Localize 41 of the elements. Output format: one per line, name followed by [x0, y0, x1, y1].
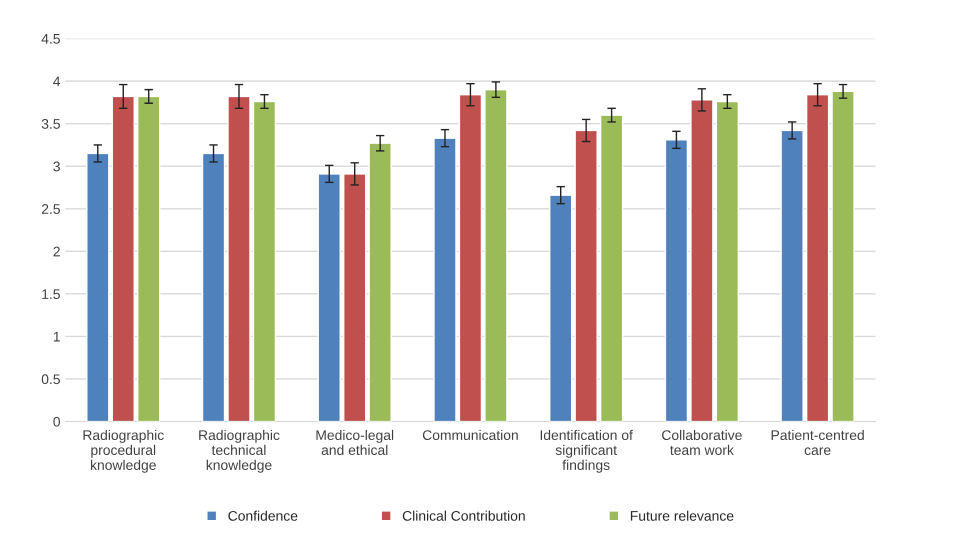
bar: [318, 173, 341, 422]
bar: [227, 96, 251, 422]
x-tick-label: Identification of significant findings: [540, 430, 633, 473]
bar: [112, 96, 135, 422]
bar: [202, 152, 226, 422]
y-tick-label: 4.5: [42, 34, 60, 44]
x-tick-label: Medico-legal and ethical: [316, 430, 394, 456]
bar: [716, 100, 740, 422]
y-tick-label: 0: [53, 416, 60, 427]
x-tick-label: Collaborative team work: [662, 430, 742, 456]
bar: [831, 90, 855, 422]
x-tick-label: Radiographic technical knowledge: [199, 430, 280, 473]
bar: [458, 94, 482, 422]
bar: [690, 99, 714, 422]
legend-label: Confidence: [228, 510, 298, 521]
x-tick-label: Patient-centred care: [772, 430, 864, 456]
y-tick-label: 1: [54, 332, 60, 342]
bar: [664, 139, 688, 422]
bar: [549, 194, 572, 422]
bar: [252, 100, 276, 422]
bar: [484, 88, 508, 422]
x-tick-label: Communication: [422, 430, 518, 440]
bar: [433, 137, 457, 422]
y-tick-label: 3.5: [42, 119, 60, 129]
bar: [780, 130, 804, 422]
x-tick-label: Radiographic procedural knowledge: [83, 430, 164, 473]
y-tick-label: 2: [54, 246, 60, 256]
y-tick-label: 3: [53, 162, 60, 172]
bar: [86, 152, 110, 422]
y-tick-label: 1.5: [42, 289, 60, 300]
bar: [343, 173, 366, 422]
bar: [137, 96, 160, 422]
y-tick-label: 4: [53, 76, 60, 86]
bar: [368, 142, 392, 422]
bar: [806, 94, 830, 422]
legend-label: Clinical Contribution: [402, 510, 525, 521]
bar: [600, 114, 624, 422]
y-tick-label: 2.5: [42, 204, 60, 214]
bar: [574, 130, 598, 422]
legend-label: Future relevance: [630, 510, 734, 521]
y-tick-label: 0.5: [42, 374, 60, 384]
